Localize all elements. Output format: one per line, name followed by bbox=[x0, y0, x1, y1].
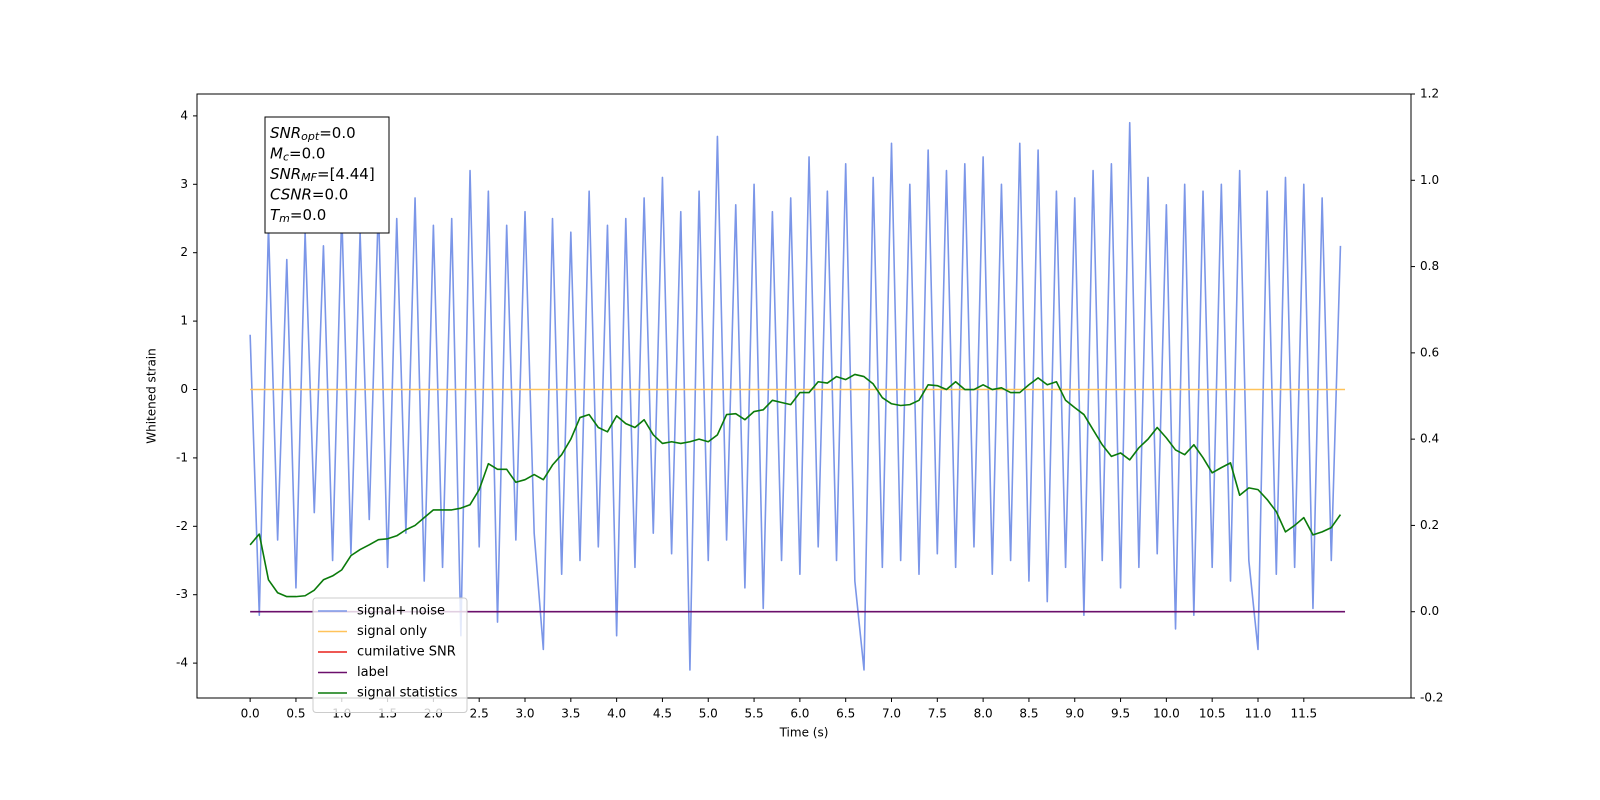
y2-tick-label: 0.4 bbox=[1420, 432, 1439, 446]
y-axis-label: Whitened strain bbox=[145, 348, 159, 444]
y2-tick-label: 0.6 bbox=[1420, 345, 1439, 359]
annotation: SNRopt=0.0 bbox=[270, 124, 356, 144]
x-tick-label: 5.5 bbox=[745, 707, 764, 721]
annotation-symbol: M bbox=[270, 144, 283, 162]
annotation-value: =[4.44] bbox=[317, 165, 375, 183]
series-line bbox=[249, 121, 1342, 671]
x-tick-label: 3.5 bbox=[561, 707, 580, 721]
annotation: Tm=0.0 bbox=[270, 206, 326, 226]
annotation-subscript: c bbox=[283, 151, 289, 164]
annotation-symbol: T bbox=[270, 206, 281, 224]
annotation-value: =0.0 bbox=[289, 144, 325, 162]
x-tick-label: 9.0 bbox=[1065, 707, 1084, 721]
annotation: SNRMF=[4.44] bbox=[270, 165, 375, 185]
annotation-box: SNRopt=0.0Mc=0.0SNRMF=[4.44]CSNR=0.0Tm=0… bbox=[264, 116, 390, 234]
y-tick-label: 1 bbox=[180, 314, 188, 328]
x-tick-label: 5.0 bbox=[699, 707, 718, 721]
x-tick-label: 10.5 bbox=[1199, 707, 1226, 721]
annotation-value: =0.0 bbox=[312, 185, 348, 203]
annotation: CSNR=0.0 bbox=[270, 185, 348, 203]
annotation-value: =0.0 bbox=[319, 124, 355, 142]
y2-tick-label: 1.0 bbox=[1420, 173, 1439, 187]
x-tick-label: 6.0 bbox=[790, 707, 809, 721]
x-tick-label: 0.5 bbox=[286, 707, 305, 721]
y2-tick-label: 1.2 bbox=[1420, 87, 1439, 101]
y2-tick-label: 0.2 bbox=[1420, 518, 1439, 532]
annotation-symbol: SNR bbox=[270, 165, 301, 183]
legend-label: cumilative SNR bbox=[357, 645, 456, 660]
x-tick-label: 4.5 bbox=[653, 707, 672, 721]
x-tick-label: 4.0 bbox=[607, 707, 626, 721]
x-tick-label: 11.5 bbox=[1290, 707, 1317, 721]
y2-tick-label: 0.8 bbox=[1420, 259, 1439, 273]
x-tick-label: 2.5 bbox=[470, 707, 489, 721]
x-tick-label: 10.0 bbox=[1153, 707, 1180, 721]
x-axis-label: Time (s) bbox=[779, 726, 829, 740]
x-tick-label: 0.0 bbox=[241, 707, 260, 721]
x-tick-label: 7.5 bbox=[928, 707, 947, 721]
y-tick-label: -3 bbox=[176, 587, 188, 601]
legend: signal+ noise signal only cumilative SNR la… bbox=[312, 597, 468, 713]
legend-label: signal only bbox=[357, 624, 427, 639]
legend-label: label bbox=[357, 665, 388, 680]
y2-tick-label: 0.0 bbox=[1420, 604, 1439, 618]
annotation-frame bbox=[264, 116, 390, 234]
plot-frame bbox=[196, 93, 1412, 699]
y-tick-label: -2 bbox=[176, 519, 188, 533]
annotation-subscript: MF bbox=[301, 171, 317, 184]
x-tick-label: 11.0 bbox=[1245, 707, 1272, 721]
x-tick-label: 3.0 bbox=[515, 707, 534, 721]
y2-tick-label: -0.2 bbox=[1420, 691, 1443, 705]
annotation-value: =0.0 bbox=[290, 206, 326, 224]
x-tick-label: 7.0 bbox=[882, 707, 901, 721]
annotation-symbol: SNR bbox=[270, 124, 301, 142]
legend-label: signal+ noise bbox=[357, 604, 445, 619]
x-tick-label: 9.5 bbox=[1111, 707, 1130, 721]
y-tick-label: -4 bbox=[176, 656, 188, 670]
y-tick-label: 2 bbox=[180, 245, 188, 259]
annotation-subscript: m bbox=[279, 212, 290, 225]
legend-frame bbox=[312, 597, 468, 713]
y-tick-label: 4 bbox=[180, 108, 188, 122]
y-tick-label: 3 bbox=[180, 177, 188, 191]
x-tick-label: 6.5 bbox=[836, 707, 855, 721]
annotation-subscript: opt bbox=[301, 130, 320, 143]
annotation: Mc=0.0 bbox=[270, 144, 325, 164]
legend-label: signal statistics bbox=[357, 686, 458, 701]
x-tick-label: 8.0 bbox=[974, 707, 993, 721]
y-tick-label: 0 bbox=[180, 382, 188, 396]
series-line bbox=[249, 373, 1342, 598]
y-tick-label: -1 bbox=[176, 450, 188, 464]
x-tick-label: 8.5 bbox=[1019, 707, 1038, 721]
annotation-symbol: CSNR bbox=[270, 185, 312, 203]
